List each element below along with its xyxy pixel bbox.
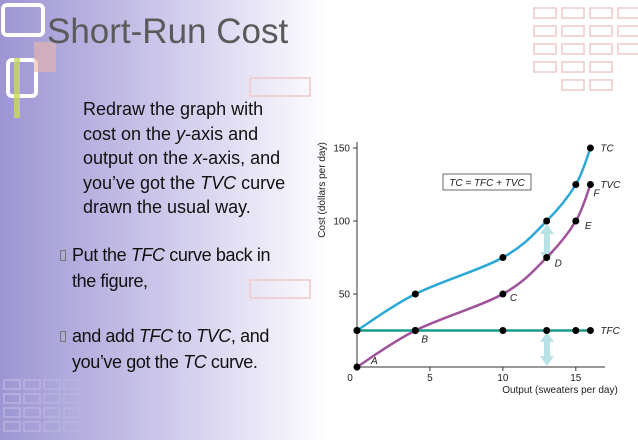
point bbox=[353, 327, 361, 334]
bullet: Put the TFC curve back in the figure, bbox=[60, 242, 297, 294]
point bbox=[572, 327, 580, 334]
text: -axis and output on the bbox=[83, 123, 259, 169]
x-tick-label: 0 bbox=[347, 373, 353, 384]
point bbox=[543, 327, 551, 334]
bullet: and add TFC to TVC, and you’ve got the T… bbox=[60, 323, 297, 375]
point-label: D bbox=[555, 259, 562, 270]
point bbox=[586, 144, 594, 152]
point-label: C bbox=[510, 293, 518, 304]
text: Put the bbox=[72, 245, 131, 265]
x-tick-label: 15 bbox=[570, 373, 582, 384]
x-axis-label: Output (sweaters per day) bbox=[502, 385, 618, 396]
curve-label: TFC bbox=[600, 326, 620, 337]
text: to bbox=[172, 326, 197, 346]
point-label: E bbox=[585, 221, 592, 232]
point bbox=[499, 290, 507, 298]
point bbox=[411, 327, 419, 334]
slide-title: Short-Run Cost bbox=[47, 12, 289, 51]
text: , and you’ve got the bbox=[72, 326, 269, 372]
annotation-box bbox=[442, 173, 532, 191]
point bbox=[499, 327, 507, 334]
text: curve drawn the usual way. bbox=[83, 172, 286, 218]
point bbox=[586, 327, 594, 334]
difference-arrow bbox=[540, 224, 554, 366]
italic-term: y bbox=[176, 123, 186, 144]
curve-label: TVC bbox=[600, 180, 621, 191]
point bbox=[499, 254, 507, 261]
curve-label: TC bbox=[600, 144, 614, 155]
y-axis-label: Cost (dollars per day) bbox=[317, 142, 328, 238]
point-label: B bbox=[421, 335, 428, 346]
point-label: F bbox=[593, 189, 600, 200]
point bbox=[572, 181, 580, 188]
x-tick-label: 10 bbox=[497, 373, 509, 384]
point bbox=[543, 254, 551, 261]
italic-term: x bbox=[193, 148, 203, 168]
paragraph: Redraw the graph with cost on the y-axis… bbox=[83, 97, 298, 220]
point bbox=[411, 290, 419, 298]
text: curve. bbox=[206, 352, 258, 372]
point bbox=[543, 217, 551, 225]
italic-term: TFC bbox=[130, 245, 165, 265]
italic-term: TVC bbox=[200, 172, 237, 193]
italic-term: TC bbox=[183, 352, 207, 372]
text: Redraw the graph with cost on the bbox=[83, 99, 264, 144]
text: curve back in the figure, bbox=[72, 245, 271, 291]
y-tick-label: 50 bbox=[339, 290, 351, 301]
text: -axis, and you’ve got the bbox=[83, 148, 281, 193]
point-label: A bbox=[370, 356, 378, 367]
y-tick-label: 100 bbox=[333, 217, 350, 228]
y-tick-label: 150 bbox=[333, 144, 350, 155]
point bbox=[572, 217, 580, 225]
x-tick-label: 5 bbox=[427, 373, 433, 384]
italic-term: TVC bbox=[196, 326, 231, 346]
point bbox=[353, 363, 361, 371]
italic-term: TFC bbox=[138, 326, 173, 346]
annotation: TC = TFC + TVC bbox=[449, 178, 525, 189]
point bbox=[586, 181, 594, 188]
text: and add bbox=[72, 326, 139, 346]
